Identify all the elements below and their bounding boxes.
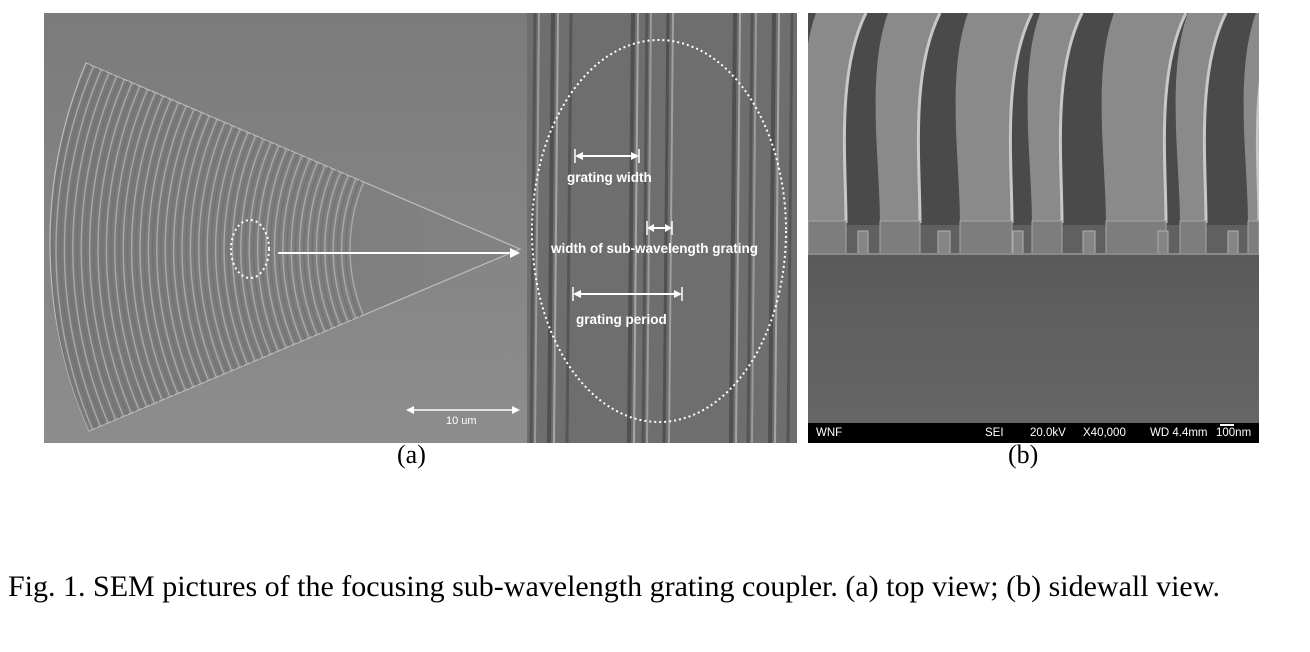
zoom-region-marker: [230, 219, 270, 279]
figure-caption: Fig. 1. SEM pictures of the focusing sub…: [8, 570, 1220, 603]
grating-coupler-fan: [49, 62, 522, 432]
working-distance-label: WD 4.4mm: [1150, 427, 1208, 439]
scale-label: 100nm: [1216, 427, 1252, 439]
caption-b: (b): [1008, 440, 1039, 469]
zoomed-grating: [529, 13, 794, 443]
grating-period-label: grating period: [576, 312, 667, 327]
sidewall-grating: [808, 13, 1259, 423]
sem-info-bar: WNF SEI 20.0kV X40,000 WD 4.4mm 100nm: [808, 423, 1259, 443]
zoom-ellipse: [531, 39, 787, 423]
scale-bar-b: [1220, 424, 1234, 426]
magnification-label: X40,000: [1083, 427, 1126, 439]
sem-image-zoomed: grating width width of sub-wavelength gr…: [527, 13, 797, 443]
voltage-label: 20.0kV: [1030, 427, 1066, 439]
scale-bar-label: 10 um: [446, 415, 477, 427]
sub-wavelength-width-label: width of sub-wavelength grating: [551, 241, 758, 256]
grating-width-label: grating width: [567, 170, 652, 185]
sem-image-top-view: 10 um: [44, 13, 527, 443]
sem-image-sidewall-view: WNF SEI 20.0kV X40,000 WD 4.4mm 100nm: [808, 13, 1259, 443]
caption-a: (a): [397, 440, 426, 469]
mode-label: SEI: [985, 427, 1004, 439]
operator-label: WNF: [816, 427, 843, 439]
